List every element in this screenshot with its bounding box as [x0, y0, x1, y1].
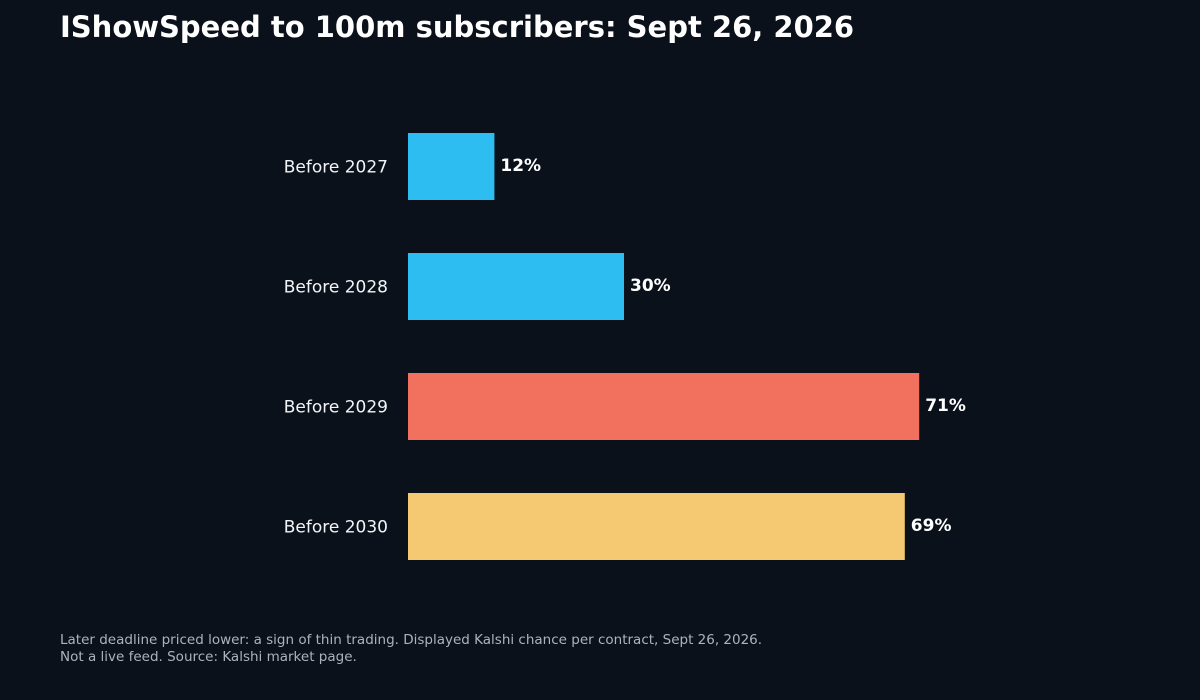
category-label: Before 2028 [284, 278, 388, 298]
category-label: Before 2030 [284, 518, 388, 538]
value-label: 12% [500, 156, 541, 176]
category-label: Before 2027 [284, 158, 388, 178]
category-label: Before 2029 [284, 398, 388, 418]
value-label: 69% [911, 516, 952, 536]
bar-before-2027 [408, 133, 495, 200]
chart-title: IShowSpeed to 100m subscribers: Sept 26,… [60, 10, 855, 44]
bar-before-2029 [408, 373, 920, 440]
value-label: 71% [925, 396, 966, 416]
footnote-line-1: Later deadline priced lower: a sign of t… [60, 632, 763, 648]
bar-before-2030 [408, 493, 905, 560]
footnote: Later deadline priced lower: a sign of t… [60, 632, 762, 666]
footnote-line-2: Not a live feed. Source: Kalshi market p… [60, 649, 357, 665]
value-label: 30% [630, 276, 671, 296]
bar-before-2028 [408, 253, 624, 320]
